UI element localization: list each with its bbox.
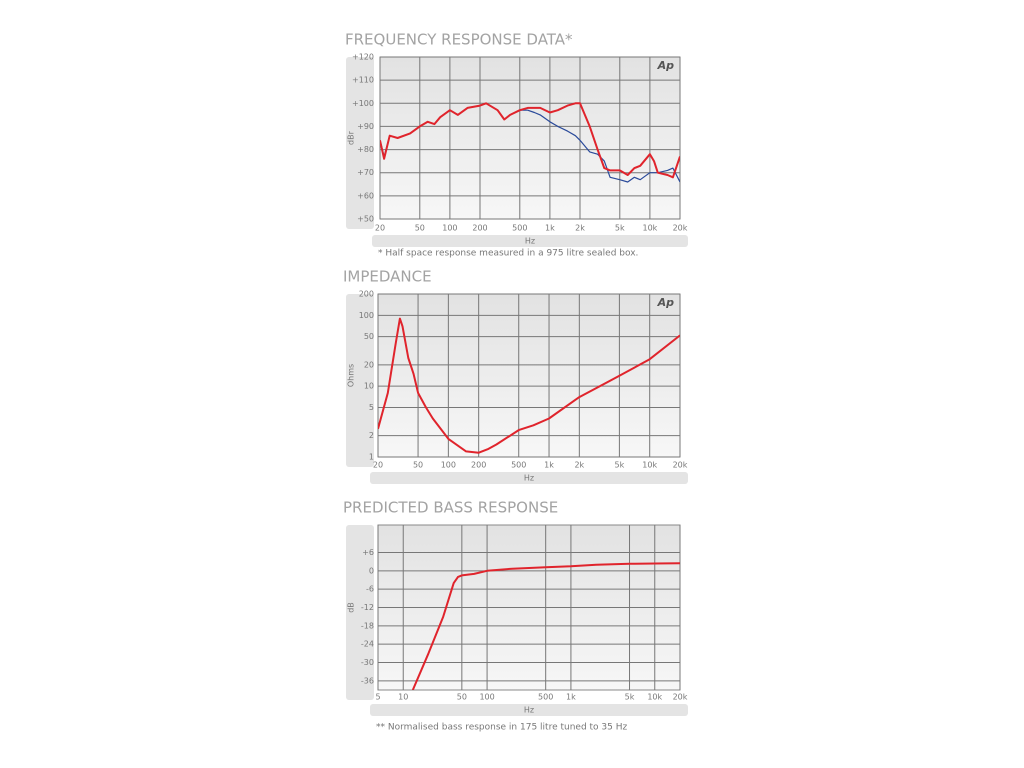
series-line: [380, 102, 680, 179]
y-tick-label: +80: [357, 145, 374, 154]
x-tick-label: 10: [398, 693, 408, 702]
chart-title: IMPEDANCE: [343, 268, 432, 286]
y-tick-label: -6: [366, 585, 374, 594]
x-axis-label: Hz: [524, 706, 534, 715]
x-tick-label: 100: [441, 461, 456, 470]
x-tick-label: 20: [375, 224, 385, 233]
plot-marks: [380, 102, 680, 183]
x-tick-label: 500: [538, 693, 553, 702]
y-tick-label: +100: [352, 99, 374, 108]
y-tick-label: -36: [361, 676, 374, 685]
x-tick-label: 5: [375, 693, 380, 702]
x-tick-label: 2k: [575, 224, 585, 233]
x-tick-label: 50: [413, 461, 423, 470]
y-tick-label: 50: [364, 332, 374, 341]
x-tick-label: 1k: [545, 224, 555, 233]
x-tick-label: 20k: [673, 693, 688, 702]
y-tick-label: -18: [361, 621, 374, 630]
x-tick-label: 10k: [642, 224, 657, 233]
x-tick-label: 10k: [642, 461, 657, 470]
x-tick-label: 500: [511, 461, 526, 470]
chart-title: PREDICTED BASS RESPONSE: [343, 499, 558, 517]
x-tick-label: 5k: [625, 693, 635, 702]
x-tick-label: 20k: [673, 461, 688, 470]
x-tick-label: 100: [479, 693, 494, 702]
x-tick-label: 5k: [615, 461, 625, 470]
y-tick-label: 2: [369, 431, 374, 440]
y-tick-label: 100: [359, 311, 374, 320]
x-tick-label: 200: [471, 461, 486, 470]
note: ** Normalised bass response in 175 litre…: [376, 723, 627, 733]
x-axis-label: Hz: [524, 474, 534, 483]
chart-title: FREQUENCY RESPONSE DATA*: [345, 31, 573, 49]
x-axis-label: Hz: [525, 237, 535, 246]
x-tick-label: 5k: [615, 224, 625, 233]
y-tick-label: +90: [357, 122, 374, 131]
x-tick-label: 1k: [544, 461, 554, 470]
y-tick-label: +50: [357, 215, 374, 224]
x-tick-label: 500: [512, 224, 527, 233]
y-tick-label: +110: [352, 76, 374, 85]
x-tick-label: 100: [442, 224, 457, 233]
y-tick-label: +6: [362, 548, 374, 557]
y-axis-band: [346, 525, 374, 700]
x-axis-band: [370, 704, 688, 716]
y-axis-label: dB: [347, 602, 356, 613]
y-tick-label: -12: [361, 603, 374, 612]
series-line: [378, 317, 680, 454]
logo: Ap: [657, 296, 675, 309]
y-tick-label: 0: [369, 566, 374, 575]
y-tick-label: -24: [361, 640, 374, 649]
y-tick-label: -30: [361, 658, 374, 667]
x-tick-label: 50: [415, 224, 425, 233]
x-axis-band: [372, 235, 688, 247]
y-tick-label: +120: [352, 53, 374, 62]
plot-marks: [378, 317, 680, 454]
x-tick-label: 20: [373, 461, 383, 470]
y-tick-label: 200: [359, 290, 374, 299]
y-tick-label: +60: [357, 191, 374, 200]
x-axis-band: [370, 472, 688, 484]
x-tick-label: 50: [457, 693, 467, 702]
plot-area: [379, 56, 681, 220]
y-axis-band: [346, 294, 374, 467]
note: * Half space response measured in a 975 …: [378, 249, 638, 259]
x-tick-label: 20k: [673, 224, 688, 233]
logo: Ap: [657, 59, 675, 72]
y-axis-label: Ohms: [347, 364, 356, 387]
y-tick-label: 5: [369, 403, 374, 412]
plot-marks: [411, 562, 680, 690]
x-tick-label: 10k: [647, 693, 662, 702]
y-tick-label: 20: [364, 360, 374, 369]
y-tick-label: +70: [357, 168, 374, 177]
plot-area: [377, 293, 681, 458]
y-tick-label: 1: [369, 453, 374, 462]
series-line: [411, 562, 680, 690]
y-axis-label: dBr: [347, 130, 356, 145]
y-axis-band: [346, 57, 374, 229]
y-tick-label: 10: [364, 382, 374, 391]
x-tick-label: 200: [472, 224, 487, 233]
x-tick-label: 1k: [566, 693, 576, 702]
x-tick-label: 2k: [574, 461, 584, 470]
